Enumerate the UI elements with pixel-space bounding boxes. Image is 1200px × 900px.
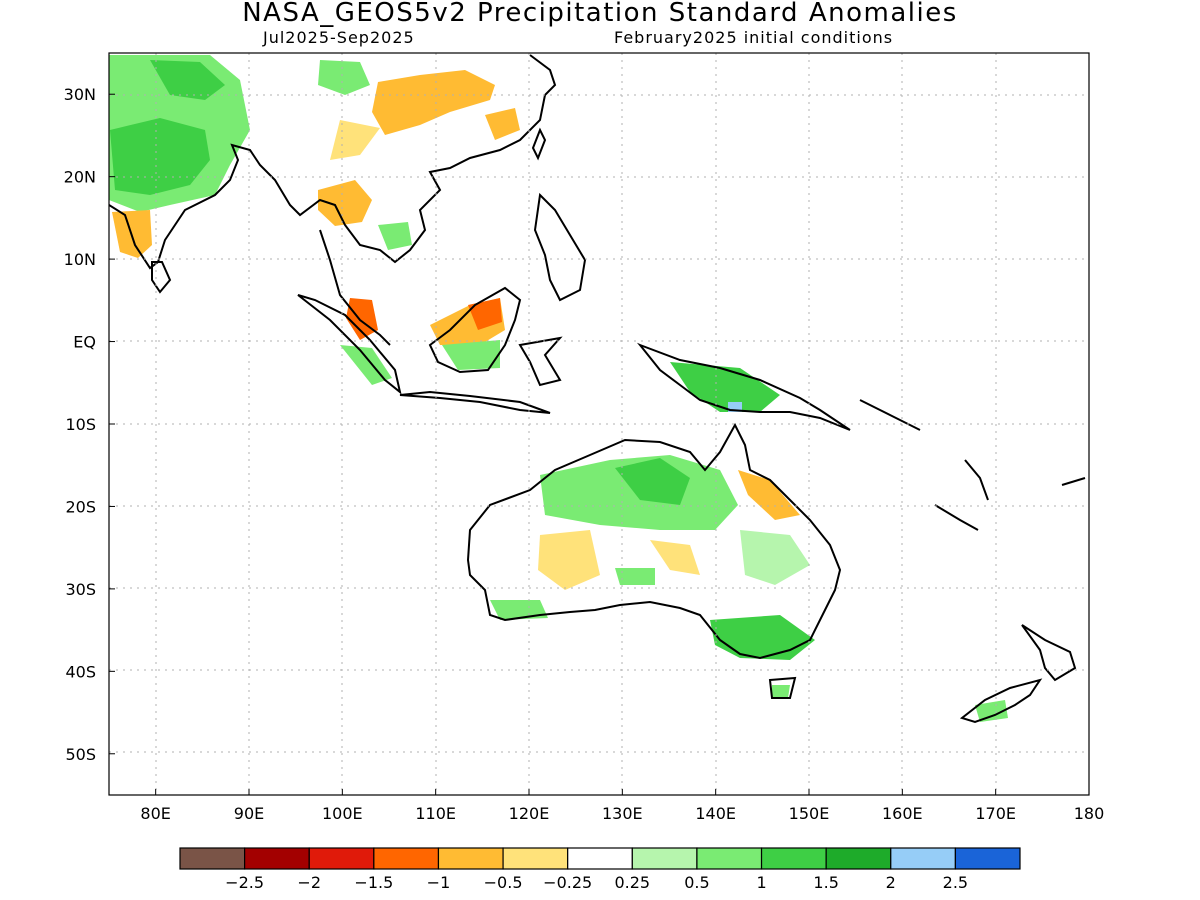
colorbar-label: −1.5 — [354, 873, 393, 892]
coastline-java — [399, 390, 551, 414]
coastline-new-zealand-south — [959, 678, 1043, 724]
coastline-vanuatu — [964, 459, 989, 501]
colorbar-swatch — [760, 847, 827, 870]
colorbar-swatch — [631, 847, 698, 870]
colorbar-label: −0.25 — [543, 873, 592, 892]
anomaly-area-india-wet-strong — [110, 118, 210, 195]
lat-tick-label: 20S — [65, 497, 96, 516]
lon-tick-label: 80E — [140, 804, 170, 823]
colorbar-swatch — [567, 847, 633, 870]
lat-tick-label: EQ — [73, 333, 96, 352]
lon-tick-label: 170E — [975, 804, 1016, 823]
colorbar-swatch — [502, 847, 569, 870]
colorbar-swatch — [954, 847, 1021, 870]
colorbar-label: −1 — [427, 873, 451, 892]
anomaly-area-southeast-australia-wet — [710, 615, 815, 660]
lat-tick-label: 40S — [65, 662, 96, 681]
coastline-sulawesi — [518, 336, 563, 387]
coastline-taiwan — [531, 127, 547, 161]
colorbar-swatch — [890, 847, 956, 870]
anomaly-area-new-zealand-wet — [975, 700, 1008, 722]
lon-tick-label: 160E — [882, 804, 923, 823]
anomaly-area-australia-dry-central — [650, 540, 700, 575]
colorbar-label: 2.5 — [943, 873, 968, 892]
coastline-sumatra — [297, 294, 402, 395]
graticule — [109, 53, 1089, 795]
lon-tick-label: 180 — [1074, 804, 1105, 823]
lon-tick-label: 130E — [602, 804, 643, 823]
anomaly-area-china-wet — [318, 60, 370, 95]
colorbar-swatch — [179, 847, 246, 870]
anomaly-area-sumatra-dry — [346, 298, 378, 340]
anomaly-area-north-australia-wet-strong — [615, 458, 690, 505]
coastline-new-caledonia — [934, 504, 979, 531]
colorbar-label: 0.5 — [684, 873, 709, 892]
coastline-philippines — [533, 192, 587, 302]
anomaly-area-borneo-dry-strong — [468, 298, 502, 330]
coastline-malay-peninsula — [319, 229, 391, 346]
coastline-india — [109, 54, 557, 270]
anomaly-area-china-dry-1 — [372, 70, 495, 135]
anomaly-area-new-guinea-wet — [670, 362, 780, 412]
map-axes: 80E 90E 100E 110E 120E 130E 140E 150E 160E 170E 18… — [64, 85, 1105, 823]
colorbar-label: −2 — [297, 873, 321, 892]
coastline-sri-lanka — [151, 261, 172, 294]
colorbar-swatch — [696, 847, 763, 870]
lon-tick-label: 150E — [789, 804, 830, 823]
anomaly-area-taiwan-coast-dry — [485, 108, 520, 140]
lon-tick-label: 90E — [234, 804, 264, 823]
coastline-new-zealand-north — [1021, 624, 1077, 682]
anomaly-area-tasmania-wet — [772, 685, 790, 698]
coastline-solomon-islands — [859, 399, 921, 431]
lat-tick-label: 50S — [65, 745, 96, 764]
anomaly-area-himalaya-wet — [150, 60, 225, 100]
lat-tick-label: 30N — [64, 85, 96, 104]
lat-tick-label: 30S — [65, 580, 96, 599]
lon-tick-label: 120E — [509, 804, 550, 823]
colorbar-swatch — [373, 847, 440, 870]
lat-tick-label: 20N — [64, 168, 96, 187]
colorbar-label: −0.5 — [484, 873, 523, 892]
anomaly-area-australia-dry-west — [538, 530, 600, 590]
colorbar-label: 2 — [886, 873, 896, 892]
lon-tick-label: 140E — [695, 804, 736, 823]
colorbar-swatch — [437, 847, 504, 870]
anomaly-area-australia-dry-east — [738, 470, 800, 520]
colorbar-label: 1.5 — [813, 873, 838, 892]
colorbar-label: 0.25 — [614, 873, 650, 892]
colorbar-label: 1 — [756, 873, 766, 892]
colorbar: −2.5 −2 −1.5 −1 −0.5 −0.25 0.25 0.5 1 1.5 2 2.5 — [179, 847, 1021, 892]
coastline-australia — [466, 422, 842, 660]
coastline-borneo — [428, 286, 522, 374]
coastline-tasmania — [768, 676, 797, 699]
anomaly-area-china-dry-2 — [330, 120, 380, 160]
anomaly-area-indochina-dry — [318, 180, 372, 226]
coastlines — [109, 54, 1086, 724]
coastline-new-guinea — [636, 342, 851, 431]
lat-tick-label: 10N — [64, 250, 96, 269]
colorbar-swatch — [825, 847, 892, 870]
anomaly-area-vietnam-wet — [378, 222, 412, 250]
anomaly-area-australia-wet-east — [740, 530, 810, 585]
lon-tick-label: 110E — [415, 804, 456, 823]
colorbar-swatch — [308, 847, 375, 870]
colorbar-swatch — [244, 847, 310, 870]
coastline-fiji — [1061, 477, 1086, 486]
anomaly-area-sumatra-wet — [340, 345, 392, 385]
colorbar-label: −2.5 — [225, 873, 264, 892]
initial-conditions: February2025 initial conditions — [614, 28, 894, 47]
forecast-period: Jul2025-Sep2025 — [263, 28, 415, 47]
anomaly-shading — [109, 55, 1008, 722]
map-title: NASA_GEOS5v2 Precipitation Standard Anom… — [242, 0, 958, 28]
lat-tick-label: 10S — [65, 415, 96, 434]
anomaly-area-borneo-wet — [442, 340, 500, 370]
anomaly-area-australia-wet-central — [615, 568, 655, 585]
lon-tick-label: 100E — [322, 804, 363, 823]
